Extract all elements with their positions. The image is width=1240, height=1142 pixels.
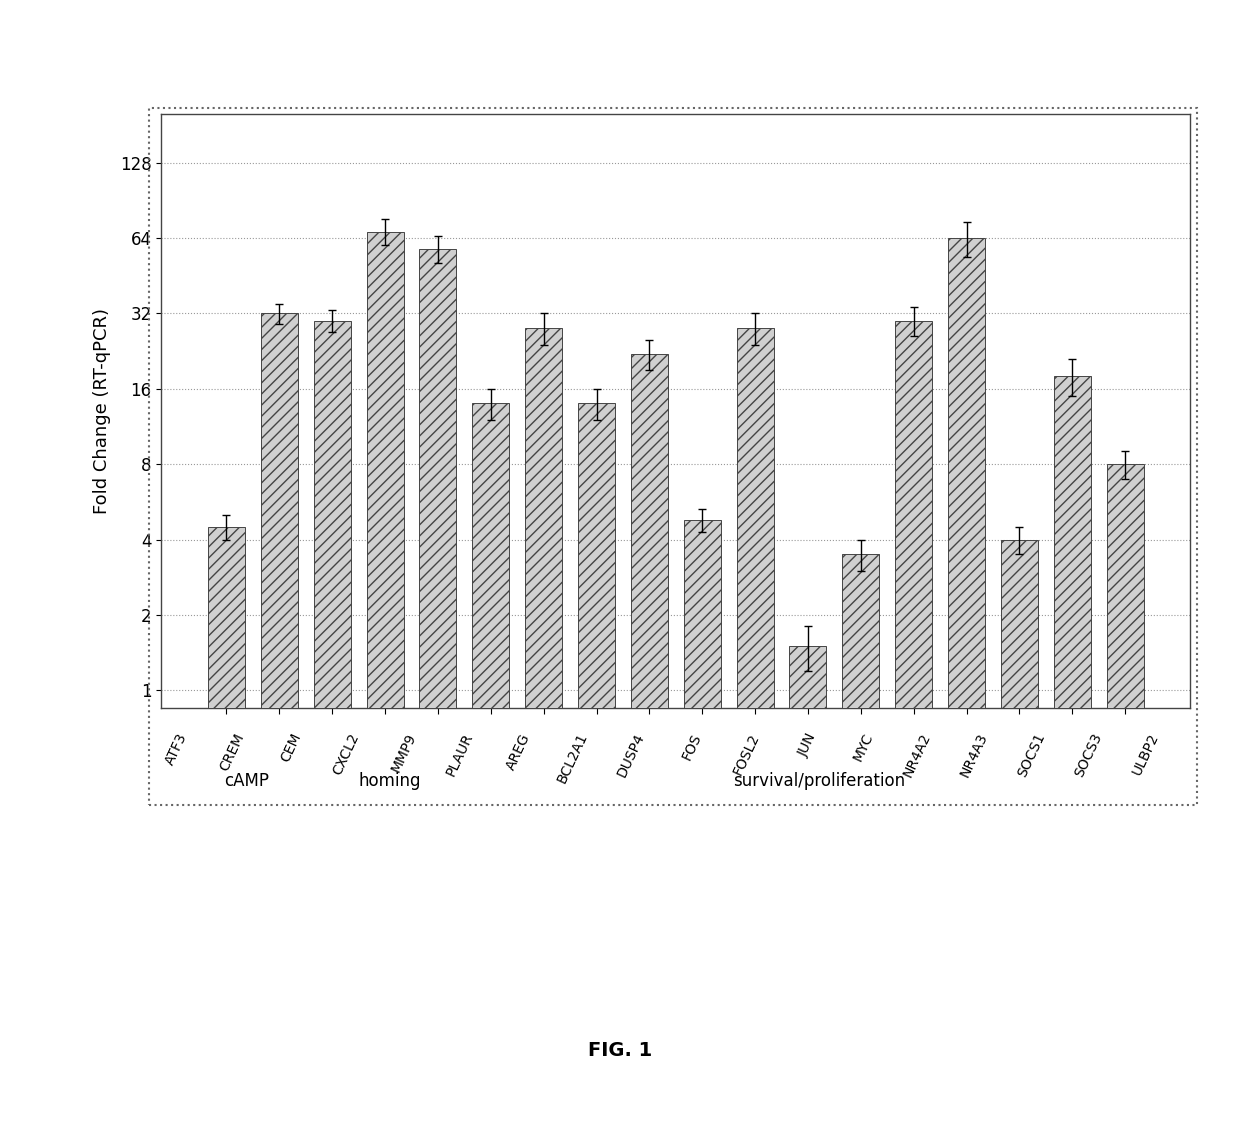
Bar	[631, 354, 668, 1142]
Text: FIG. 1: FIG. 1	[588, 1042, 652, 1060]
Text: CXCL2: CXCL2	[330, 731, 361, 777]
Bar	[367, 232, 403, 1142]
Bar	[949, 239, 985, 1142]
Text: SOCS1: SOCS1	[1014, 731, 1048, 779]
Text: cAMP: cAMP	[224, 772, 269, 790]
Bar	[683, 520, 720, 1142]
Text: FOS: FOS	[680, 731, 704, 762]
Text: CEM: CEM	[279, 731, 304, 764]
Text: JUN: JUN	[796, 731, 818, 759]
Bar	[314, 321, 351, 1142]
Bar	[208, 526, 246, 1142]
Y-axis label: Fold Change (RT-qPCR): Fold Change (RT-qPCR)	[93, 308, 112, 514]
Text: NR4A2: NR4A2	[900, 731, 932, 779]
Bar	[1001, 540, 1038, 1142]
Bar	[842, 554, 879, 1142]
Bar	[472, 403, 510, 1142]
Text: MYC: MYC	[851, 731, 875, 763]
Text: AREG: AREG	[503, 731, 533, 772]
Text: PLAUR: PLAUR	[444, 731, 476, 778]
Text: CREM: CREM	[217, 731, 247, 773]
Text: survival/proliferation: survival/proliferation	[733, 772, 905, 790]
Bar	[526, 328, 562, 1142]
Text: ULBP2: ULBP2	[1131, 731, 1162, 778]
Bar	[1054, 376, 1091, 1142]
Bar	[260, 314, 298, 1142]
Text: ATF3: ATF3	[162, 731, 190, 767]
Text: FOSL2: FOSL2	[730, 731, 761, 777]
Bar	[1106, 465, 1143, 1142]
Bar	[737, 328, 774, 1142]
Bar	[419, 249, 456, 1142]
Bar	[578, 403, 615, 1142]
Text: BCL2A1: BCL2A1	[554, 731, 590, 786]
Text: NR4A3: NR4A3	[957, 731, 991, 779]
Text: MMP9: MMP9	[388, 731, 419, 774]
Bar	[895, 321, 932, 1142]
Bar	[790, 646, 826, 1142]
Text: DUSP4: DUSP4	[615, 731, 647, 779]
Text: homing: homing	[358, 772, 422, 790]
Text: SOCS3: SOCS3	[1073, 731, 1105, 779]
